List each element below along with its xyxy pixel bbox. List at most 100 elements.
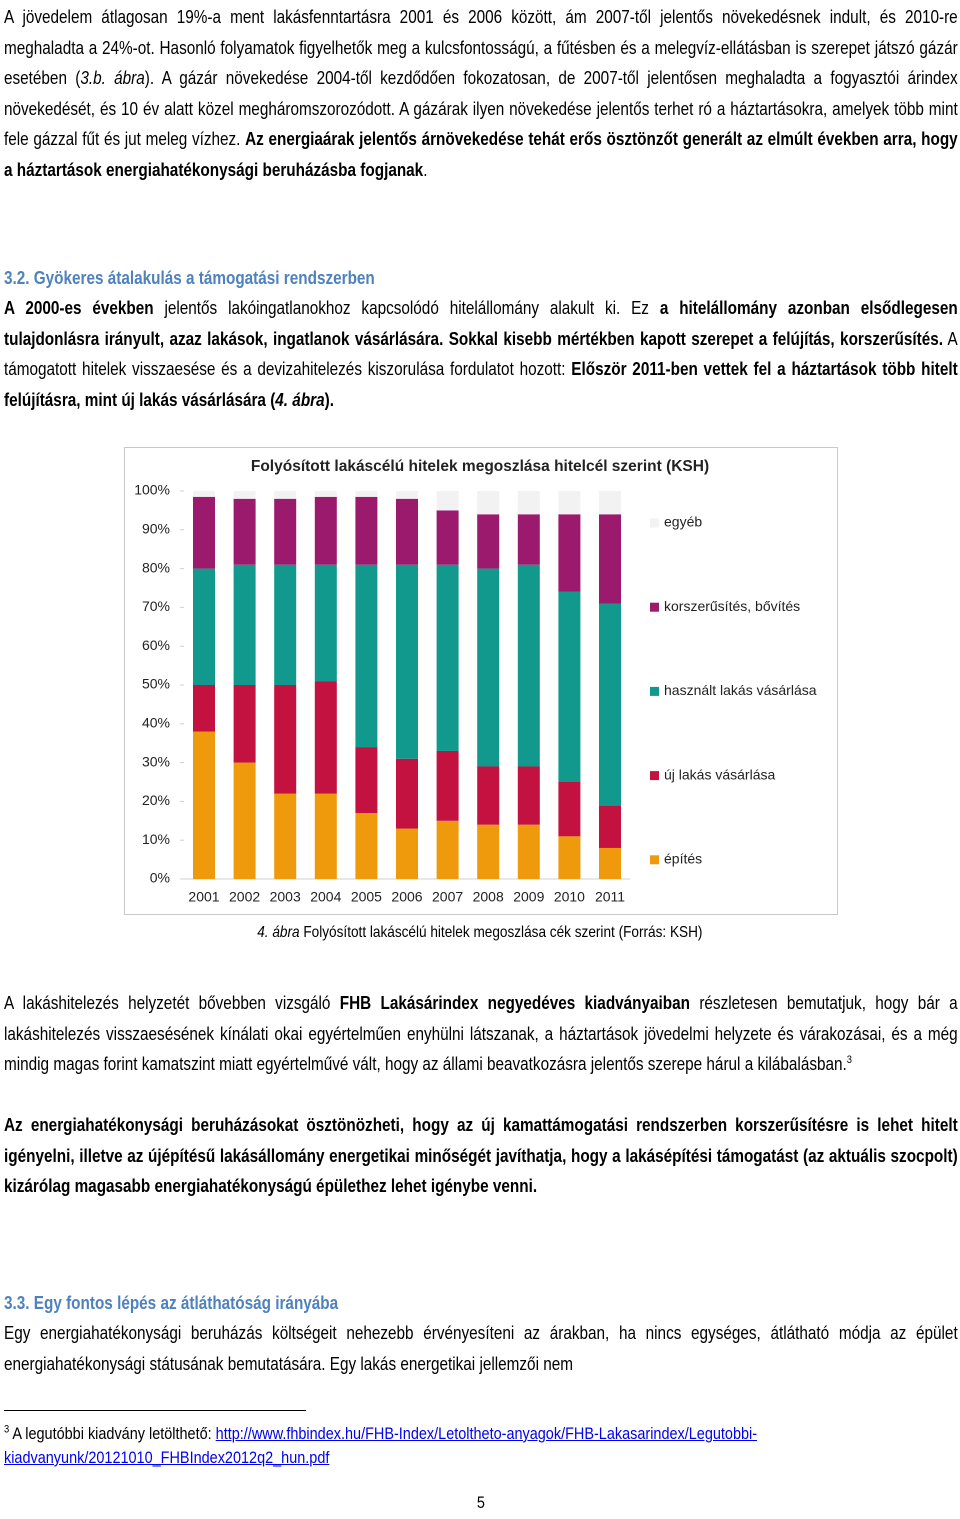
bar-segment [517, 564, 540, 767]
text-run: Az energiaárak jelentős árnövekedése teh… [4, 129, 958, 180]
x-tick-label: 2004 [310, 889, 341, 905]
text-run: Az energiahatékonysági beruházásokat ösz… [4, 1115, 958, 1196]
y-tick-label: 60% [142, 637, 170, 653]
bar-segment [355, 564, 378, 748]
legend-swatch [650, 686, 659, 696]
legend-label: új lakás vásárlása [664, 766, 775, 782]
text-run: Először 2011-ben vettek fel a háztartáso… [4, 359, 958, 410]
text-run: 3 [4, 1423, 10, 1436]
text-run: Egy energiahatékonysági beruházás költsé… [4, 1323, 958, 1374]
text-run: FHB Lakásárindex negyedéves kiadványaiba… [339, 993, 691, 1013]
y-tick-label: 20% [142, 792, 170, 808]
x-tick-label: 2009 [513, 889, 544, 905]
bar-segment [193, 568, 215, 685]
paragraph: Az energiahatékonysági beruházásokat ösz… [4, 1110, 958, 1202]
bar-segment [314, 681, 337, 794]
paragraph: A lakáshitelezés helyzetét bővebben vizs… [4, 988, 958, 1080]
legend-label: építés [664, 851, 702, 867]
bar-segment [233, 491, 256, 499]
x-tick-label: 2007 [432, 889, 463, 905]
legend-swatch [650, 771, 659, 781]
bar-segment [355, 813, 378, 879]
bar-segment [233, 685, 256, 763]
bar-segment [274, 793, 297, 879]
bar-segment [558, 514, 581, 592]
x-tick-label: 2001 [188, 889, 219, 905]
bar-segment [477, 568, 500, 767]
y-tick-label: 40% [142, 715, 170, 731]
text-run: A lakáshitelezés helyzetét bővebben vizs… [4, 993, 340, 1013]
link[interactable]: http://www.fhbindex.hu/FHB-Index/Letolth… [4, 1424, 758, 1467]
bar-segment [517, 514, 540, 565]
bar-segment [355, 496, 378, 565]
paragraph: A jövedelem átlagosan 19%-a ment lakásfe… [4, 2, 958, 185]
bar-segment [274, 498, 297, 565]
bar-segment [274, 685, 297, 794]
text-run: 3.3. Egy fontos lépés az átláthatóság ir… [4, 1293, 339, 1313]
x-tick-label: 2010 [554, 889, 585, 905]
text-run: részletesen bemutatjuk, hogy bár a lakás… [4, 993, 958, 1074]
text-run: 4. ábra [257, 924, 300, 941]
text-run: 4. ábra [275, 389, 325, 410]
bar-segment [599, 847, 621, 879]
bar-segment [477, 514, 500, 569]
bar-segment [274, 564, 297, 685]
text-run: ). [324, 389, 334, 410]
text-run: ). A gázár növekedése 2004-től kezdődően… [4, 68, 958, 149]
bar-segment [517, 824, 540, 879]
x-tick-label: 2011 [595, 889, 625, 905]
bar-segment [436, 750, 459, 821]
footnote-rule [4, 1410, 306, 1411]
bar-segment [396, 498, 418, 565]
bar-segment [314, 496, 337, 565]
text-run: A jövedelem átlagosan 19%-a ment lakásfe… [4, 7, 958, 88]
text-run: A támogatott hitelek visszaesése és a de… [4, 328, 958, 380]
bar-segment [396, 491, 418, 499]
x-tick-label: 2006 [391, 889, 422, 905]
bar-segment [233, 564, 256, 685]
legend-label: használt lakás vásárlása [664, 682, 817, 698]
bar-segment [193, 496, 215, 569]
text-run: 3.2. Gyökeres átalakulás a támogatási re… [4, 268, 375, 288]
paragraph: A 2000-es években jelentős lakóingatlano… [4, 293, 958, 415]
bar-segment [233, 762, 256, 879]
text-run: Folyósított lakáscélú hitelek megoszlása… [299, 924, 703, 941]
legend-label: egyéb [664, 514, 702, 530]
y-tick-label: 70% [142, 598, 170, 614]
x-tick-label: 2002 [229, 889, 260, 905]
bar-segment [355, 491, 378, 497]
y-tick-label: 10% [142, 831, 170, 847]
bar-segment [396, 828, 418, 879]
y-tick-label: 100% [134, 482, 170, 498]
bar-segment [599, 603, 621, 806]
bar-segment [558, 836, 581, 879]
page-number: 5 [4, 1488, 958, 1519]
bar-segment [558, 782, 581, 837]
y-tick-label: 90% [142, 521, 170, 537]
x-tick-label: 2005 [351, 889, 382, 905]
bar-segment [355, 747, 378, 814]
text-run: A 2000-es években [4, 298, 154, 318]
bar-segment [274, 491, 297, 499]
bar-segment [477, 491, 500, 515]
bar-segment [396, 564, 418, 759]
bar-segment [436, 510, 459, 565]
text-run: a hitelállomány azonban elsődlegesen tul… [4, 298, 958, 349]
text-run: 3.b. ábra [80, 68, 145, 88]
footnote: 3 A legutóbbi kiadvány letölthető: http:… [4, 1422, 958, 1470]
text-run: 3 [846, 1054, 852, 1066]
legend-swatch [650, 855, 659, 865]
bar-segment [558, 591, 581, 782]
bar-segment [477, 824, 500, 879]
bar-segment [599, 491, 621, 515]
text-run: jelentős lakóingatlanokhoz kapcsolódó hi… [153, 298, 660, 318]
heading: 3.3. Egy fontos lépés az átláthatóság ir… [4, 1288, 958, 1319]
bar-segment [314, 564, 337, 682]
y-tick-label: 80% [142, 559, 170, 575]
bar-segment [436, 820, 459, 879]
bar-segment [436, 491, 459, 511]
x-tick-label: 2003 [270, 889, 301, 905]
text-run: A legutóbbi kiadvány letölthető: [9, 1424, 216, 1443]
y-tick-label: 30% [142, 753, 170, 769]
